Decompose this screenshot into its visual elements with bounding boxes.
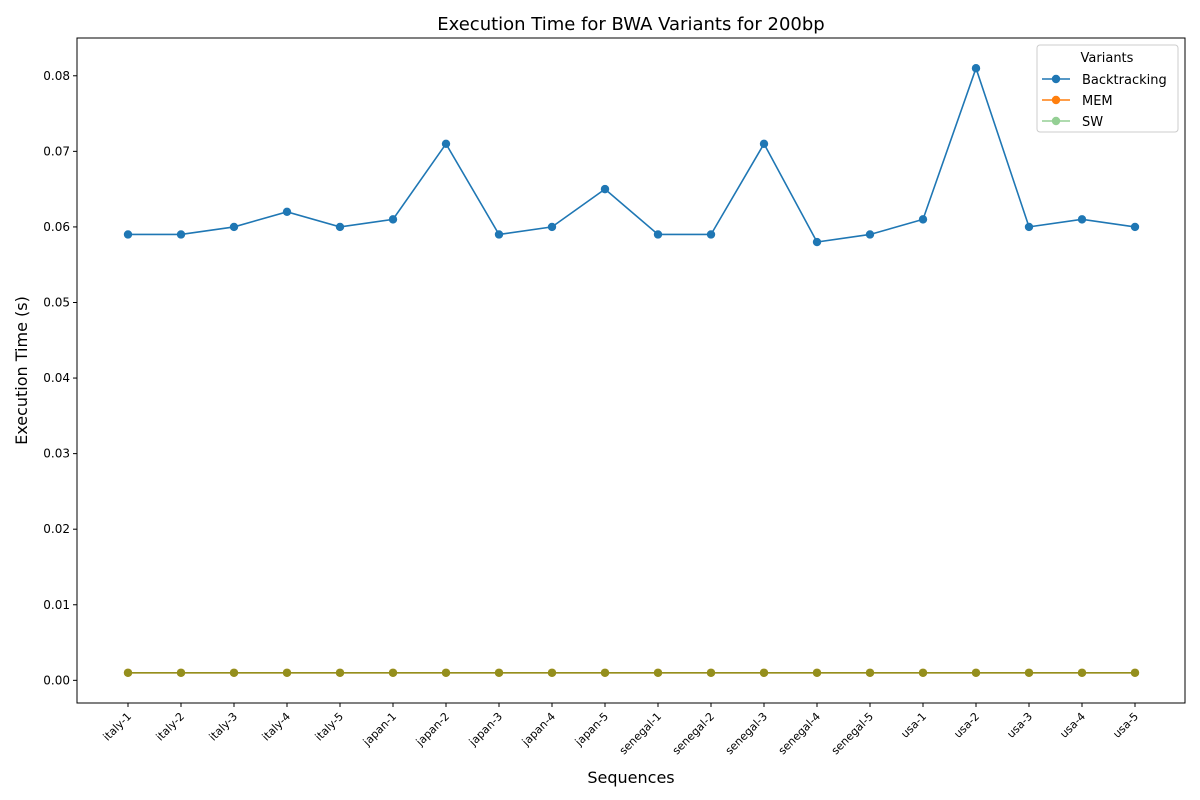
y-tick-label: 0.08: [43, 69, 70, 83]
x-tick-label: japan-2: [413, 710, 452, 749]
y-tick-label: 0.01: [43, 598, 70, 612]
x-axis: italy-1 italy-2 italy-3 italy-4 italy-5 japan…: [101, 703, 1141, 757]
x-tick-label: senegal-3: [723, 710, 770, 757]
data-point: [229, 222, 239, 232]
legend-box: [1036, 44, 1179, 133]
x-tick-label: italy-4: [260, 710, 294, 744]
data-point: [282, 207, 292, 217]
y-tick-label: 0.04: [43, 371, 70, 385]
x-tick-label: japan-3: [466, 710, 505, 749]
data-point: [547, 222, 557, 232]
data-point: [865, 230, 875, 239]
x-tick-label: italy-3: [207, 710, 241, 744]
x-tick-label: usa-5: [1110, 710, 1141, 741]
data-point: [176, 668, 186, 677]
data-point: [759, 139, 769, 148]
data-point: [1130, 668, 1140, 677]
data-point: [600, 668, 610, 677]
y-tick-label: 0.07: [43, 144, 70, 158]
series-backtracking: [123, 64, 1140, 247]
x-axis-title: Sequences: [587, 768, 674, 787]
x-tick-label: senegal-2: [670, 710, 717, 757]
legend-marker: [1051, 74, 1061, 84]
data-point: [229, 668, 239, 677]
data-point: [812, 668, 822, 677]
data-point: [335, 668, 345, 677]
data-point: [706, 230, 716, 239]
y-axis-title: Execution Time (s): [12, 296, 31, 445]
legend-label: MEM: [1082, 94, 1113, 109]
legend: Variants Backtracking MEM SW: [1036, 44, 1179, 133]
series-layer: [123, 64, 1140, 677]
data-point: [388, 668, 398, 677]
x-tick-label: italy-1: [101, 710, 135, 744]
data-point: [600, 184, 610, 194]
x-tick-label: italy-5: [313, 710, 347, 744]
data-point: [494, 230, 504, 239]
data-point: [388, 215, 398, 224]
data-point: [653, 230, 663, 239]
series-line: [128, 65, 1136, 243]
legend-marker: [1051, 116, 1061, 126]
legend-title: Variants: [1081, 51, 1134, 66]
data-point: [971, 64, 981, 73]
data-point: [653, 668, 663, 677]
data-point: [812, 237, 822, 247]
legend-entry: [1042, 95, 1070, 105]
data-point: [1024, 222, 1034, 232]
y-axis: 0.00 0.01 0.02 0.03 0.04 0.05 0.06 0.07 0.08: [43, 69, 77, 687]
x-tick-label: japan-4: [519, 710, 558, 749]
data-point: [1077, 215, 1087, 224]
legend-entry: [1042, 116, 1070, 126]
data-point: [123, 230, 133, 239]
data-point: [282, 668, 292, 677]
y-tick-label: 0.05: [43, 295, 70, 309]
y-tick-label: 0.00: [43, 673, 70, 687]
data-point: [759, 668, 769, 677]
data-point: [706, 668, 716, 677]
data-point: [123, 668, 133, 677]
legend-entry: [1042, 74, 1070, 84]
x-tick-label: senegal-4: [776, 710, 823, 757]
data-point: [335, 222, 345, 232]
data-point: [918, 215, 928, 224]
x-tick-label: usa-2: [951, 710, 982, 741]
legend-label: SW: [1082, 115, 1103, 130]
plot-frame: [76, 37, 1186, 704]
y-tick-label: 0.03: [43, 447, 70, 461]
y-tick-label: 0.02: [43, 522, 70, 536]
data-point: [1077, 668, 1087, 677]
x-tick-label: usa-1: [898, 710, 929, 741]
legend-label: Backtracking: [1082, 73, 1167, 88]
x-tick-label: italy-2: [154, 710, 188, 744]
y-tick-label: 0.06: [43, 220, 70, 234]
x-tick-label: japan-1: [360, 710, 399, 749]
x-tick-label: usa-4: [1057, 710, 1088, 741]
series-sw: [123, 668, 1140, 677]
x-tick-label: senegal-1: [617, 710, 664, 757]
data-point: [441, 668, 451, 677]
x-tick-label: japan-5: [572, 710, 611, 749]
data-point: [1130, 222, 1140, 232]
data-point: [176, 230, 186, 239]
chart-title: Execution Time for BWA Variants for 200b…: [437, 14, 824, 35]
data-point: [865, 668, 875, 677]
data-point: [494, 668, 504, 677]
x-tick-label: senegal-5: [829, 710, 876, 757]
data-point: [1024, 668, 1034, 677]
data-point: [547, 668, 557, 677]
data-point: [918, 668, 928, 677]
legend-marker: [1051, 95, 1061, 105]
data-point: [971, 668, 981, 677]
x-tick-label: usa-3: [1004, 710, 1035, 741]
data-point: [441, 139, 451, 148]
